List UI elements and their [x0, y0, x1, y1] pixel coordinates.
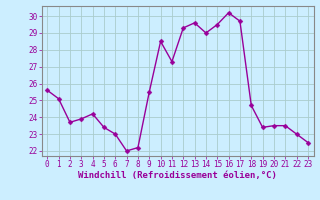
X-axis label: Windchill (Refroidissement éolien,°C): Windchill (Refroidissement éolien,°C)	[78, 171, 277, 180]
